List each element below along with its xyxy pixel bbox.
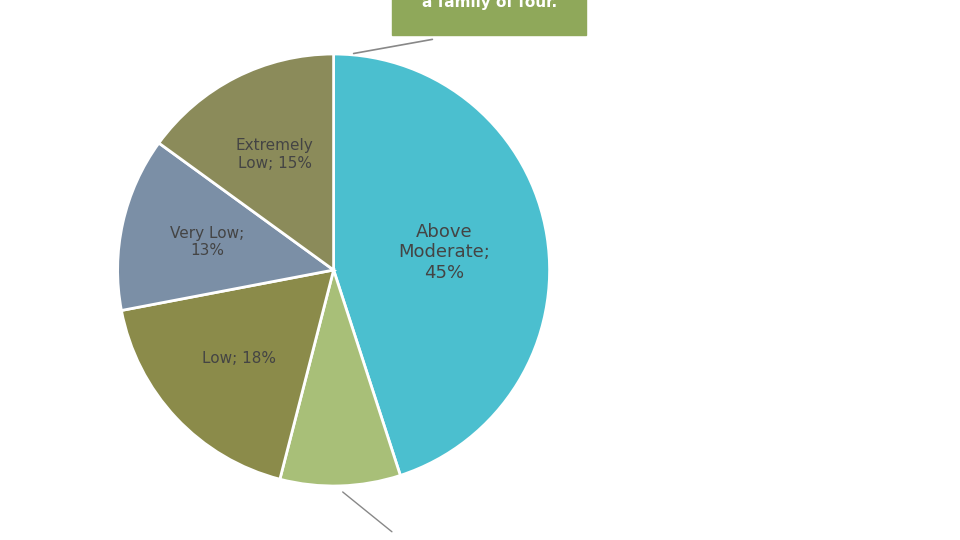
Wedge shape (121, 270, 333, 479)
Text: Over $123,000 for
a family of four.: Over $123,000 for a family of four. (411, 0, 567, 10)
Wedge shape (280, 270, 400, 486)
Text: Range of
Incomes: Range of Incomes (696, 259, 850, 321)
Text: Very Low;
13%: Very Low; 13% (170, 226, 244, 258)
Text: Housing Element, CHAS Data 2010: Housing Element, CHAS Data 2010 (696, 421, 929, 434)
Wedge shape (118, 143, 333, 310)
Text: Extremely
Low; 15%: Extremely Low; 15% (236, 138, 314, 171)
FancyBboxPatch shape (392, 0, 587, 35)
Text: Low; 18%: Low; 18% (203, 351, 276, 366)
Wedge shape (333, 54, 549, 475)
Text: Above
Moderate;
45%: Above Moderate; 45% (398, 222, 491, 282)
Wedge shape (158, 54, 334, 270)
Text: Redwood City
Households: Redwood City Households (696, 65, 932, 126)
